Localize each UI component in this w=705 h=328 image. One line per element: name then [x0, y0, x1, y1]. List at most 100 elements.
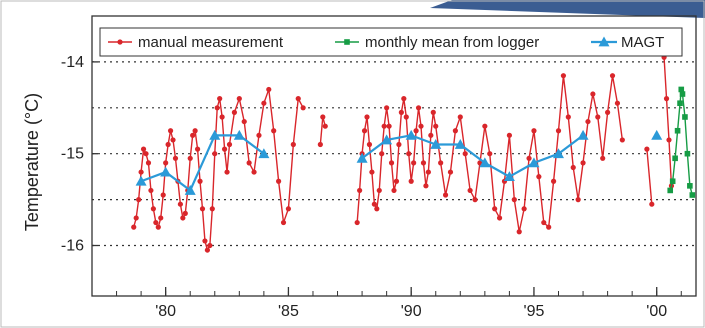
series-line: [140, 134, 265, 192]
data-point: [258, 148, 270, 159]
plot-area: [91, 15, 697, 297]
data-point: [376, 187, 382, 194]
data-point: [677, 100, 683, 107]
data-point: [177, 201, 183, 207]
data-point: [492, 206, 498, 212]
data-point: [246, 160, 252, 166]
data-point: [425, 169, 431, 175]
data-point: [322, 123, 328, 129]
data-point: [187, 155, 193, 161]
data-point: [553, 148, 565, 159]
legend-marker-magt: [598, 36, 610, 47]
data-point: [585, 118, 591, 125]
data-point: [184, 184, 196, 195]
y-axis: -16 -15 -14: [61, 54, 98, 255]
data-point: [600, 155, 606, 161]
data-point: [209, 129, 221, 140]
data-point: [233, 129, 245, 140]
data-point: [295, 96, 301, 102]
data-point: [487, 151, 493, 157]
data-point: [430, 139, 442, 149]
series-manual: [131, 54, 675, 253]
data-point: [266, 86, 272, 93]
data-point: [575, 197, 581, 203]
x-tick-label: '95: [524, 303, 545, 320]
data-point: [570, 164, 576, 171]
data-point: [276, 178, 282, 184]
data-point: [145, 160, 152, 166]
data-point: [651, 129, 663, 140]
data-point: [140, 146, 147, 152]
data-point: [411, 160, 417, 166]
data-point: [219, 114, 225, 120]
data-point: [666, 137, 672, 143]
data-point: [605, 109, 611, 115]
y-tick-label: -15: [61, 146, 84, 163]
y-tick-label: -14: [61, 54, 84, 71]
data-point: [163, 160, 169, 166]
data-point: [687, 183, 693, 189]
data-point: [224, 169, 230, 175]
data-point: [280, 219, 287, 226]
data-point: [366, 141, 373, 148]
legend-label-magt: MAGT: [621, 34, 664, 51]
x-tick-label: '90: [401, 303, 422, 320]
data-point: [271, 128, 277, 134]
data-point: [182, 210, 188, 216]
data-point: [667, 187, 674, 194]
data-point: [482, 123, 488, 129]
x-axis: '80 '85 '90 '95 '00: [116, 287, 682, 320]
data-point: [415, 105, 422, 111]
data-point: [438, 160, 444, 166]
data-point: [503, 171, 515, 182]
data-point: [555, 128, 562, 134]
data-point: [214, 105, 220, 111]
data-point: [379, 151, 385, 157]
data-point: [221, 146, 228, 152]
data-point: [467, 187, 473, 194]
data-point: [560, 73, 567, 79]
data-point: [682, 114, 688, 120]
x-tick-label: '80: [155, 303, 176, 320]
data-point: [194, 146, 201, 152]
data-point: [396, 141, 402, 148]
x-tick-label: '85: [278, 303, 299, 320]
data-point: [420, 160, 427, 166]
data-point: [511, 197, 517, 203]
data-point: [672, 155, 678, 162]
y-tick-label: -16: [61, 238, 84, 255]
data-point: [684, 150, 691, 157]
data-point: [170, 137, 176, 143]
data-point: [320, 114, 326, 120]
data-point: [364, 114, 370, 120]
data-point: [217, 96, 223, 102]
data-point: [669, 178, 676, 185]
data-point: [406, 151, 412, 157]
data-point: [388, 160, 395, 166]
data-point: [241, 118, 247, 125]
data-point: [674, 127, 681, 134]
data-point: [531, 128, 537, 134]
legend-marker-logger: [344, 39, 350, 45]
data-point: [197, 178, 203, 184]
data-point: [354, 219, 360, 226]
data-point: [209, 206, 215, 212]
data-point: [433, 123, 439, 129]
data-point: [496, 215, 503, 221]
data-point: [261, 100, 267, 106]
data-point: [678, 86, 685, 93]
data-point: [160, 166, 172, 177]
data-point: [381, 123, 387, 129]
data-point: [565, 114, 571, 120]
x-tick-label: '00: [646, 303, 667, 320]
data-point: [172, 155, 179, 161]
legend-label-logger: monthly mean from logger: [365, 34, 539, 51]
legend: manual measurement monthly mean from log…: [99, 27, 683, 57]
data-point: [300, 105, 306, 111]
data-point: [135, 175, 147, 186]
data-point: [138, 169, 144, 175]
data-point: [317, 141, 323, 148]
data-point: [689, 192, 696, 198]
data-point: [148, 187, 154, 194]
